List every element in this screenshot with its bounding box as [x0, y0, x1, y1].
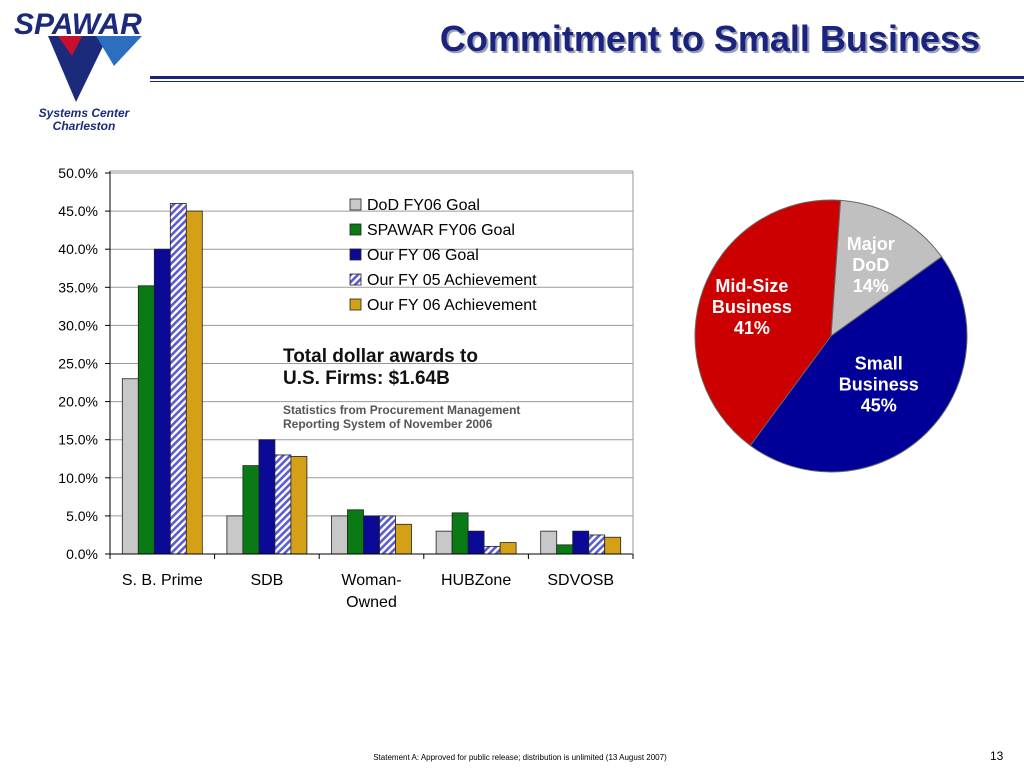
pie-slice [694, 199, 842, 447]
pie-chart: MajorDoD14%SmallBusiness45%Mid-SizeBusin… [694, 199, 968, 473]
bar [435, 530, 453, 555]
legend-label: Our FY 06 Goal [367, 247, 479, 264]
legend-swatch [349, 248, 362, 261]
legend-label: DoD FY06 Goal [367, 197, 480, 214]
legend-label: Our FY 06 Achievement [367, 297, 537, 314]
bar-y-ticks: 0.0% 5.0% 10.0% 15.0% 20.0% 25.0% 30.0% 35.0% 40… [58, 165, 110, 562]
source-note-line1: Statistics from Procurement Management [283, 403, 521, 417]
bar [274, 454, 292, 555]
bar [290, 456, 308, 555]
y-tick-label: 10.0% [58, 470, 98, 486]
spawar-logo: SPAWAR [14, 8, 142, 102]
logo-wordmark: SPAWAR [14, 8, 142, 41]
bar-series [121, 203, 622, 555]
y-tick-label: 45.0% [58, 203, 98, 219]
title-rule-thin [150, 81, 1024, 82]
legend-swatch [349, 298, 362, 311]
x-tick-label: SDB [250, 572, 283, 589]
y-tick-label: 25.0% [58, 356, 98, 372]
pie-label: 41% [734, 318, 770, 338]
pie-label: Small [855, 353, 903, 373]
x-tick-label: Owned [346, 594, 397, 611]
pie-label: 14% [853, 276, 889, 296]
x-tick-label: SDVOSB [547, 572, 614, 589]
pie-slices [694, 199, 968, 473]
title-rule [150, 76, 1024, 79]
page-title: Commitment to Small Business [439, 18, 980, 59]
bar [379, 515, 396, 555]
pie-slice [749, 256, 968, 473]
bar [483, 545, 501, 555]
legend-label: Our FY 05 Achievement [367, 272, 537, 289]
y-tick-label: 30.0% [58, 317, 98, 333]
bar [604, 536, 622, 555]
bar [572, 530, 590, 555]
bar [185, 210, 203, 555]
bar [169, 203, 187, 555]
source-note: Statistics from Procurement Management R… [283, 403, 583, 431]
y-tick-label: 35.0% [58, 279, 98, 295]
pie-labels: MajorDoD14%SmallBusiness45%Mid-SizeBusin… [712, 234, 919, 416]
bar [395, 523, 412, 555]
y-tick-label: 5.0% [66, 508, 98, 524]
pie-label: Mid-Size [715, 276, 788, 296]
pie-label: DoD [852, 255, 889, 275]
y-tick-label: 0.0% [66, 546, 98, 562]
bar [363, 515, 380, 555]
annotation-line2: U.S. Firms: $1.64B [283, 368, 450, 389]
bar-chart: 0.0% 5.0% 10.0% 15.0% 20.0% 25.0% 30.0% 35.0% 40… [58, 165, 634, 611]
legend-swatch [349, 198, 362, 211]
x-tick-label: S. B. Prime [122, 572, 203, 589]
y-tick-label: 20.0% [58, 394, 98, 410]
bar [499, 542, 517, 555]
y-tick-label: 15.0% [58, 432, 98, 448]
pie-label: 45% [861, 395, 897, 415]
logo-line2: Charleston [52, 119, 116, 133]
bar [347, 509, 364, 555]
bar [331, 515, 348, 555]
y-tick-label: 40.0% [58, 241, 98, 257]
pie-slice [830, 199, 943, 338]
bar [540, 530, 558, 555]
bar [242, 465, 260, 555]
legend-swatch [349, 273, 362, 286]
x-tick-label: HUBZone [441, 572, 511, 589]
page-number: 13 [990, 749, 1004, 763]
pie-label: Major [847, 234, 895, 254]
source-note-line2: Reporting System of November 2006 [283, 417, 493, 431]
bar [588, 534, 606, 555]
total-awards-annotation: Total dollar awards to U.S. Firms: $1.64… [283, 346, 583, 390]
legend-label: SPAWAR FY06 Goal [367, 222, 515, 239]
annotation-line1: Total dollar awards to [283, 346, 478, 367]
logo-line1: Systems Center [38, 106, 130, 120]
pie-label: Business [712, 297, 792, 317]
bar [153, 248, 171, 555]
bar [467, 530, 485, 555]
bar-axes [109, 170, 634, 559]
bar [258, 439, 276, 555]
bar [121, 378, 139, 555]
bar [556, 544, 574, 555]
bar-x-labels: S. B. Prime SDB Woman- Owned HUBZone SDVOSB [122, 572, 614, 611]
bar [137, 285, 155, 555]
bar [451, 512, 469, 555]
x-tick-label: Woman- [341, 572, 401, 589]
pie-label: Business [839, 374, 919, 394]
legend-swatch [349, 223, 362, 236]
bar [226, 515, 244, 555]
release-statement: Statement A: Approved for public release… [373, 753, 667, 762]
y-tick-label: 50.0% [58, 165, 98, 181]
bar-legend: DoD FY06 Goal SPAWAR FY06 Goal Our FY 06 G… [349, 197, 537, 314]
